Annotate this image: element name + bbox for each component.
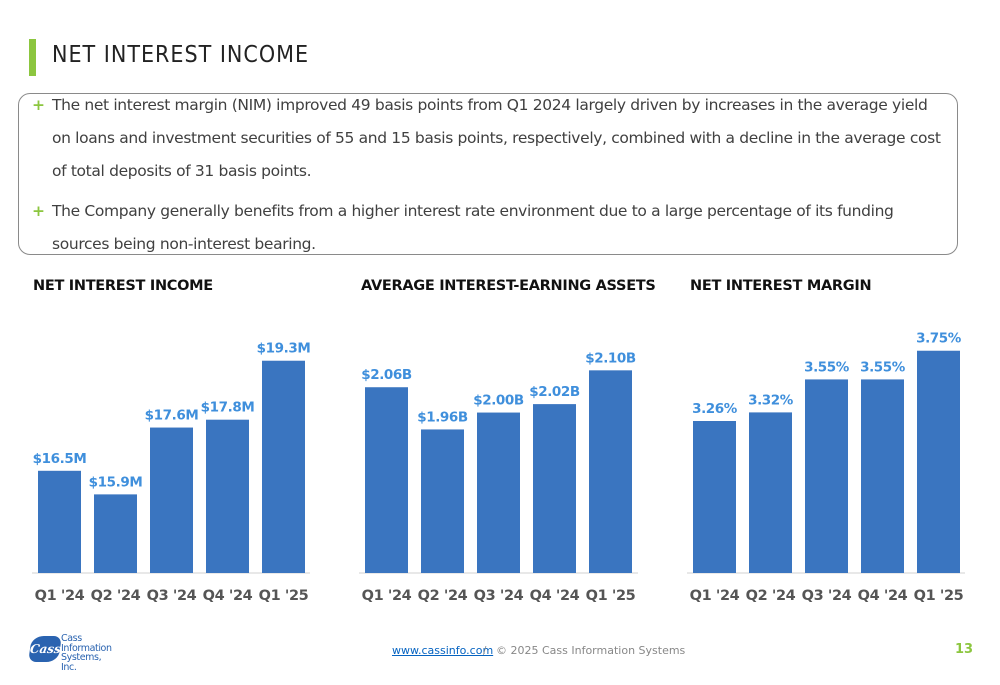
logo-wordmark: Cass Information Systems, Inc. (61, 633, 112, 673)
bullet-item: + The net interest margin (NIM) improved… (32, 89, 942, 188)
x-tick-label: Q3 '24 (802, 588, 852, 604)
bar (693, 421, 736, 573)
bar (38, 470, 81, 573)
summary-callout (18, 93, 958, 255)
plus-icon: + (32, 202, 45, 220)
data-label: $15.9M (89, 474, 143, 490)
copyright-text: © 2025 Cass Information Systems (496, 644, 686, 657)
page-title: NET INTEREST INCOME (52, 42, 310, 68)
data-label: 3.75% (916, 331, 962, 347)
x-tick-label: Q4 '24 (530, 588, 580, 604)
data-label: $19.3M (257, 341, 311, 357)
bar (805, 379, 848, 573)
x-tick-label: Q4 '24 (858, 588, 908, 604)
footer-separator: / (483, 644, 487, 657)
bar (421, 429, 464, 573)
data-label: 3.55% (860, 359, 906, 375)
bullet-text: The Company generally benefits from a hi… (52, 202, 894, 253)
data-label: $2.06B (361, 367, 412, 383)
data-label: $2.02B (529, 384, 580, 400)
chart-title-average-interest-earning-assets: AVERAGE INTEREST-EARNING ASSETS (361, 278, 656, 294)
website-link[interactable]: www.cassinfo.com (392, 644, 494, 657)
x-tick-label: Q3 '24 (147, 588, 197, 604)
page-number: 13 (955, 642, 974, 657)
plus-icon: + (32, 96, 45, 114)
bar (861, 379, 904, 573)
data-label: $2.10B (585, 350, 636, 366)
bar (365, 387, 408, 573)
bar (917, 350, 960, 573)
x-tick-label: Q1 '24 (690, 588, 740, 604)
data-label: $17.8M (201, 400, 255, 416)
x-tick-label: Q1 '25 (259, 588, 309, 604)
x-tick-label: Q2 '24 (746, 588, 796, 604)
data-label: $1.96B (417, 409, 468, 425)
x-tick-label: Q1 '24 (35, 588, 85, 604)
company-logo: Cass Cass Information Systems, Inc. (28, 634, 114, 672)
chart-title-net-interest-income: NET INTEREST INCOME (33, 278, 213, 294)
bullet-item: + The Company generally benefits from a … (32, 195, 942, 261)
data-label: $2.00B (473, 393, 524, 409)
bar (749, 412, 792, 573)
chart-title-net-interest-margin: NET INTEREST MARGIN (690, 278, 872, 294)
x-tick-label: Q2 '24 (418, 588, 468, 604)
bar (262, 360, 305, 573)
title-accent-bar (29, 39, 36, 76)
bar (206, 419, 249, 573)
data-label: 3.32% (748, 392, 794, 408)
bar (150, 427, 193, 573)
bar (94, 494, 137, 573)
data-label: 3.26% (692, 401, 738, 417)
bar (533, 404, 576, 573)
bar (477, 412, 520, 573)
logo-mark: Cass (28, 636, 62, 662)
data-label: $17.6M (145, 408, 199, 424)
data-label: 3.55% (804, 359, 850, 375)
x-tick-label: Q2 '24 (91, 588, 141, 604)
x-tick-label: Q3 '24 (474, 588, 524, 604)
x-tick-label: Q1 '24 (362, 588, 412, 604)
bar (589, 370, 632, 573)
x-tick-label: Q1 '25 (914, 588, 964, 604)
x-tick-label: Q1 '25 (586, 588, 636, 604)
x-tick-label: Q4 '24 (203, 588, 253, 604)
bullet-text: The net interest margin (NIM) improved 4… (52, 96, 941, 180)
data-label: $16.5M (33, 451, 87, 467)
